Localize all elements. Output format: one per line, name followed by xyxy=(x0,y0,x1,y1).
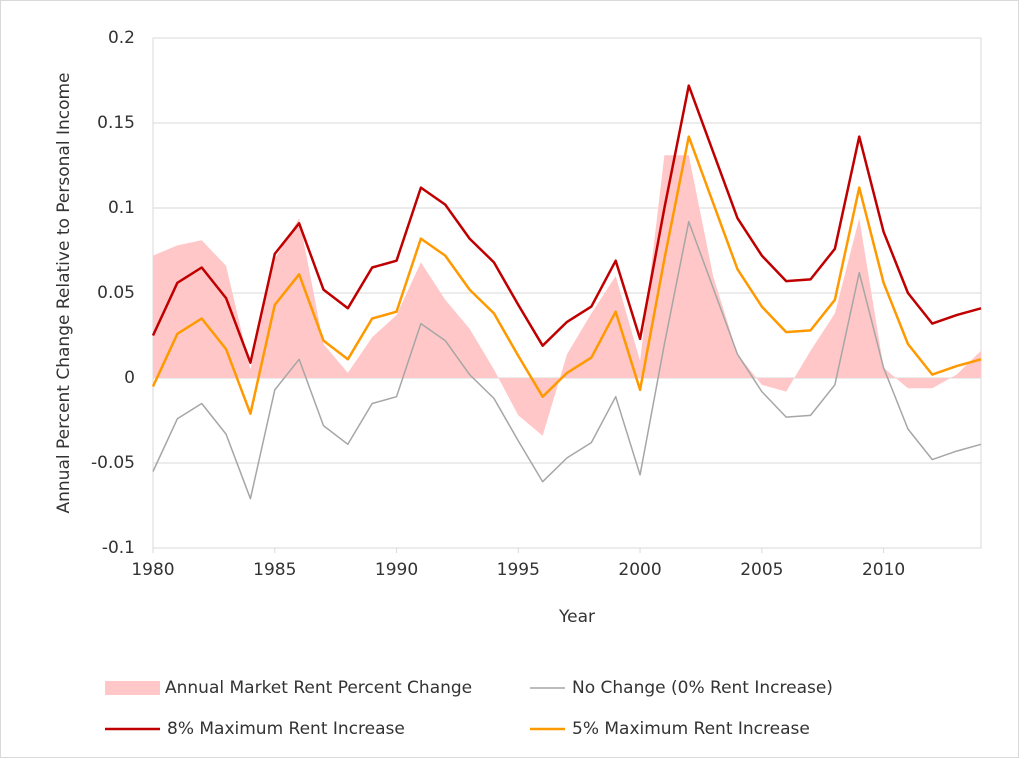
area xyxy=(153,155,981,436)
y-tick-label: 0.15 xyxy=(97,113,135,133)
legend-label: 8% Maximum Rent Increase xyxy=(167,719,405,739)
x-tick-label: 2000 xyxy=(618,560,661,580)
x-tick-label: 2010 xyxy=(862,560,905,580)
x-tick-label: 2005 xyxy=(740,560,783,580)
line xyxy=(152,220,982,500)
y-tick-label: 0.05 xyxy=(97,283,135,303)
x-tick-label: 1985 xyxy=(253,560,296,580)
legend-swatch xyxy=(105,681,160,695)
x-axis-title: Year xyxy=(558,607,595,627)
legend-label: 5% Maximum Rent Increase xyxy=(572,719,810,739)
legend-label: No Change (0% Rent Increase) xyxy=(572,678,833,698)
x-tick-label: 1995 xyxy=(497,560,540,580)
line xyxy=(151,84,982,364)
y-tick-label: 0.1 xyxy=(108,198,135,218)
y-tick-label: -0.05 xyxy=(91,453,135,473)
x-tick-label: 1980 xyxy=(131,560,174,580)
y-tick-label: -0.1 xyxy=(102,538,135,558)
line xyxy=(151,135,982,415)
legend-label: Annual Market Rent Percent Change xyxy=(165,678,472,698)
x-tick-label: 1990 xyxy=(375,560,418,580)
y-axis-title: Annual Percent Change Relative to Person… xyxy=(54,72,74,513)
y-tick-label: 0 xyxy=(124,368,135,388)
y-tick-label: 0.2 xyxy=(108,28,135,48)
